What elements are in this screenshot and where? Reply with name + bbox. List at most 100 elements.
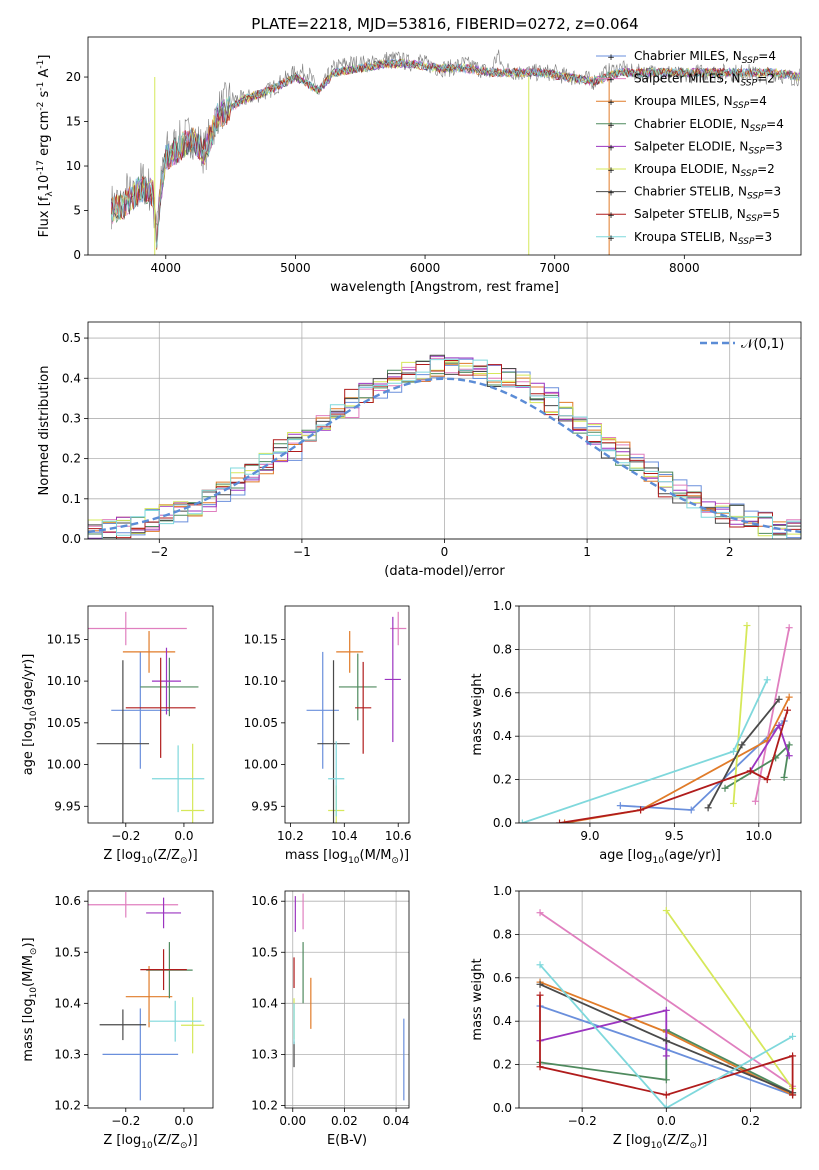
legend-marker: + [607, 53, 615, 63]
legend-marker: + [607, 166, 615, 176]
panel-mass_vs_Z: −0.2 0.0 10.2 10.3 10.4 10.5 10.6 Z [log10(Z/Z⊙… [21, 890, 214, 1151]
y-tick-label: 10.6 [54, 894, 81, 908]
y-tick-label: 10.2 [54, 1098, 81, 1112]
panel-spectrum: 4000 5000 6000 7000 8000 0 5 10 15 20 wavelength [… [36, 36, 802, 295]
x-tick-label: −2 [150, 545, 168, 559]
legend-marker: + [607, 121, 615, 131]
legend-marker: + [607, 189, 615, 199]
legend-marker: + [607, 98, 615, 108]
plot-area [519, 622, 793, 823]
legend-label: Kroupa ELODIE, NSSP=2 [634, 162, 775, 179]
y-tick-label: 0.4 [493, 729, 512, 743]
legend-label: 𝒩(0,1) [741, 337, 784, 352]
x-tick-label: −0.2 [111, 1114, 140, 1128]
y-tick-label: 10.3 [54, 1047, 81, 1061]
figure-title: PLATE=2218, MJD=53816, FIBERID=0272, z=0… [251, 15, 638, 33]
y-tick-label: 0.1 [62, 492, 81, 506]
y-tick-label: 0.0 [62, 532, 81, 546]
y-axis-label: Normed distribution [37, 366, 52, 496]
x-axis-label: Z [log10(Z/Z⊙)] [103, 1133, 197, 1151]
y-axis-label: mass weight [470, 673, 485, 755]
histogram-step [88, 358, 801, 539]
y-tick-label: 0.6 [493, 686, 512, 700]
x-axis-label: Z [log10(Z/Z⊙)] [103, 848, 197, 866]
x-tick-label: 10.2 [277, 829, 304, 843]
gaussian-reference-line [88, 377, 801, 534]
weight-line [539, 911, 794, 1088]
y-tick-label: 9.95 [54, 799, 81, 813]
y-tick-label: 10.4 [251, 996, 278, 1010]
x-axis-label: E(B-V) [327, 1133, 367, 1148]
plot-area [110, 49, 801, 255]
x-tick-label: 2 [726, 545, 734, 559]
x-tick-label: 6000 [410, 261, 441, 275]
y-tick-label: 0.4 [62, 371, 81, 385]
panel-weight_vs_age: 9.0 9.5 10.0 0.0 0.2 0.4 0.6 0.8 1.0 age [log10(a… [470, 599, 802, 866]
weight-line [754, 627, 791, 802]
legend-marker: + [607, 76, 615, 86]
y-tick-label: 10.00 [244, 758, 278, 772]
legend-label: Salpeter MILES, NSSP=2 [634, 72, 775, 89]
plot-area [88, 892, 205, 1101]
x-tick-label: 0.0 [657, 1114, 676, 1128]
y-tick-label: 10.15 [47, 632, 81, 646]
y-axis-label: Flux [fλ10-17 erg cm-2 s-1 A-1] [36, 55, 55, 238]
y-tick-label: 20 [66, 70, 81, 84]
y-tick-label: 10.5 [251, 945, 278, 959]
y-tick-label: 10 [66, 159, 81, 173]
legend: + Chabrier MILES, NSSP=4 + Salpeter MILES, … [596, 49, 784, 247]
axes-frame [87, 36, 802, 256]
x-tick-label: 0.00 [279, 1114, 306, 1128]
plot-area [88, 611, 205, 823]
axes-frame [87, 321, 802, 540]
x-axis-label: (data-model)/error [384, 564, 505, 579]
y-tick-label: 0.8 [493, 642, 512, 656]
x-tick-label: 4000 [151, 261, 182, 275]
y-tick-label: 0.0 [493, 1101, 512, 1115]
y-tick-label: 5 [73, 204, 81, 218]
y-tick-label: 10.10 [47, 674, 81, 688]
y-tick-label: 0.8 [493, 927, 512, 941]
y-axis-label: mass [log10(M/M⊙)] [21, 937, 39, 1061]
x-axis-label: age [log10(age/yr)] [599, 848, 721, 866]
y-tick-label: 0 [73, 248, 81, 262]
panel-mass_vs_EBV: 0.00 0.02 0.04 10.2 10.3 10.4 10.5 10.6 E(B-V) [251, 890, 410, 1148]
legend-label: Kroupa MILES, NSSP=4 [634, 94, 767, 111]
axes-frame [284, 890, 410, 1109]
x-tick-label: 10.4 [331, 829, 358, 843]
axes-frame [284, 605, 410, 824]
x-tick-label: 0.2 [741, 1114, 760, 1128]
legend-marker: + [607, 234, 615, 244]
y-tick-label: 0.0 [493, 816, 512, 830]
axes-frame [518, 605, 802, 824]
y-axis-label: age [log10(age/yr)] [21, 654, 39, 776]
y-tick-label: 0.6 [493, 971, 512, 985]
x-tick-label: 0.0 [174, 829, 193, 843]
axes-frame [518, 890, 802, 1109]
weight-line [539, 964, 794, 1108]
y-tick-label: 0.2 [493, 1058, 512, 1072]
y-tick-label: 9.95 [251, 799, 278, 813]
y-tick-label: 10.5 [54, 945, 81, 959]
y-tick-label: 10.3 [251, 1047, 278, 1061]
legend-label: Chabrier ELODIE, NSSP=4 [634, 117, 784, 134]
y-tick-label: 0.2 [493, 773, 512, 787]
y-tick-label: 10.6 [251, 894, 278, 908]
x-tick-label: 0.0 [174, 1114, 193, 1128]
x-axis-label: Z [log10(Z/Z⊙)] [613, 1133, 707, 1151]
y-tick-label: 0.5 [62, 331, 81, 345]
y-tick-label: 10.00 [47, 758, 81, 772]
y-tick-label: 10.15 [244, 632, 278, 646]
y-tick-label: 0.2 [62, 452, 81, 466]
x-tick-label: −0.2 [111, 829, 140, 843]
x-tick-label: 10.6 [385, 829, 412, 843]
x-tick-label: −1 [293, 545, 311, 559]
axes-frame [87, 890, 214, 1109]
x-axis-label: mass [log10(M/M⊙)] [285, 848, 409, 866]
x-tick-label: 9.5 [665, 829, 684, 843]
x-tick-label: 8000 [669, 261, 700, 275]
x-tick-label: 10.0 [745, 829, 772, 843]
y-tick-label: 10.05 [47, 716, 81, 730]
